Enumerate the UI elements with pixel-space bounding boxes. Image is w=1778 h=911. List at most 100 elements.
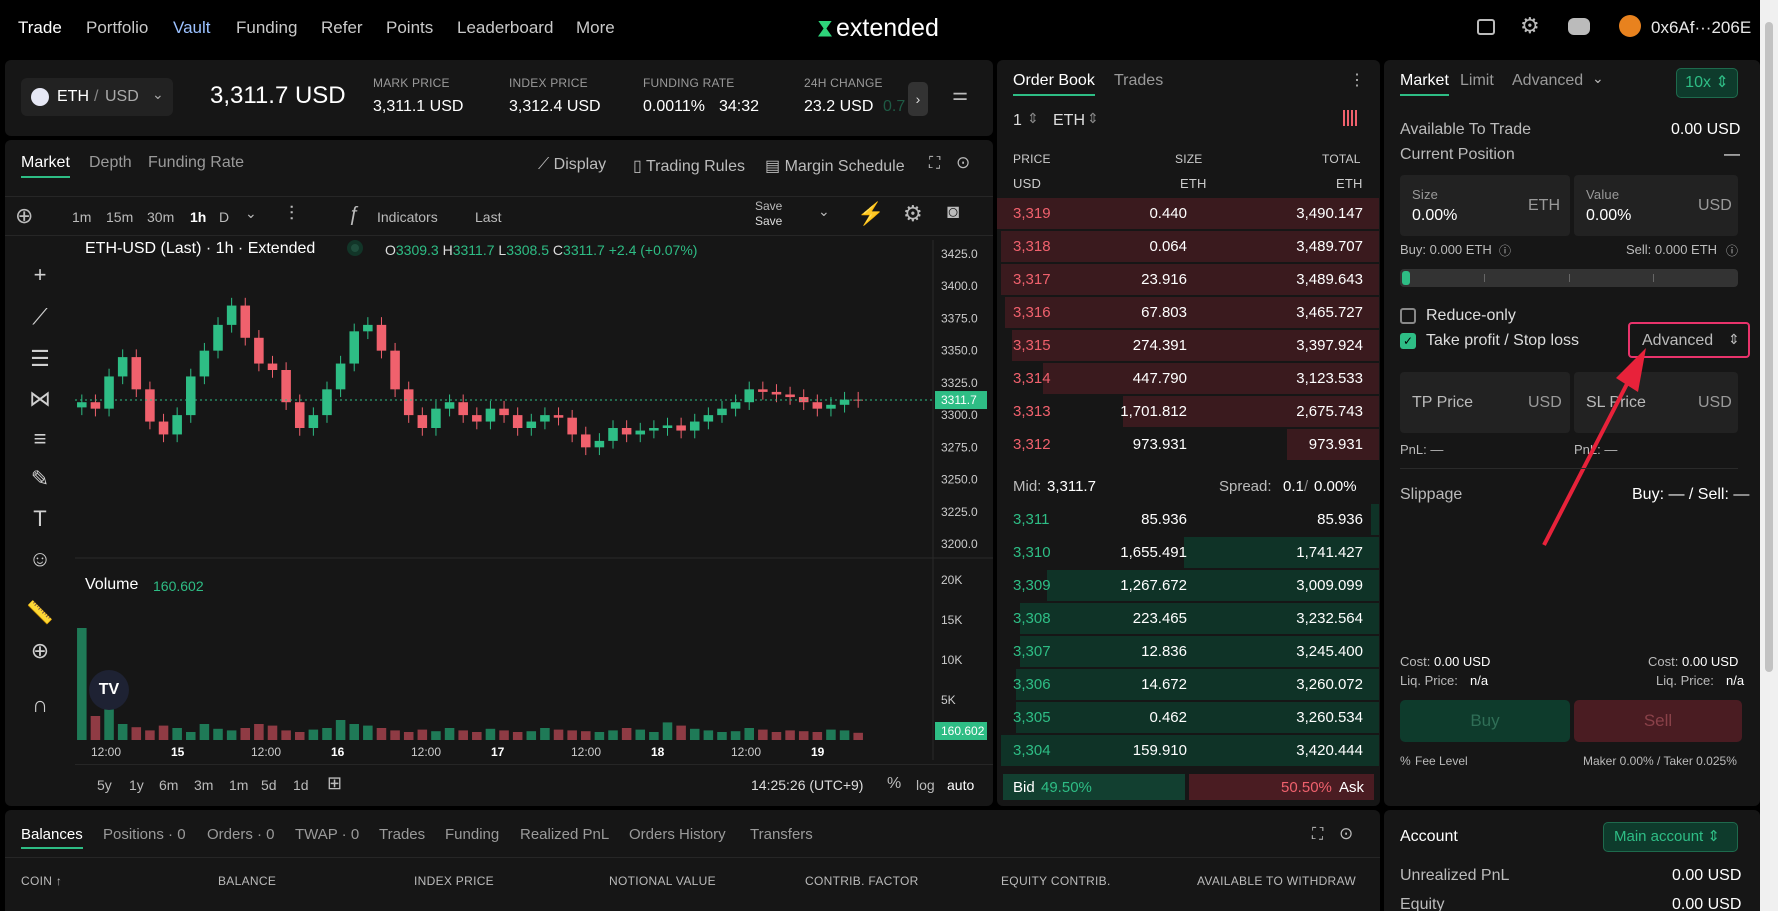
brand-logo[interactable]: extended (818, 14, 939, 43)
info-icon[interactable]: ⓘ (1499, 244, 1512, 258)
trendline-icon[interactable]: ⟋ (32, 304, 48, 329)
brush-icon[interactable]: ✎ (30, 466, 50, 491)
sl-price-input[interactable]: SL Price USD (1574, 372, 1738, 433)
chevron-down-icon[interactable]: ⌄ (818, 203, 830, 219)
bid-row[interactable]: 3,308 223.465 3,232.564 (997, 602, 1379, 635)
tab-positions[interactable]: Positions · 0 (103, 826, 186, 843)
percent-toggle[interactable]: % (887, 775, 902, 792)
indicators-button[interactable]: Indicators (377, 209, 438, 225)
nav-funding[interactable]: Funding (236, 18, 298, 37)
arrow-right-circle-icon[interactable]: ⊙ (956, 153, 971, 172)
slippage-value[interactable]: Buy: — / Sell: — (1632, 486, 1750, 503)
bid-row[interactable]: 3,307 12.836 3,245.400 (997, 635, 1379, 668)
bid-row[interactable]: 3,310 1,655.491 1,741.427 (997, 536, 1379, 569)
price-chart[interactable]: 3425.0 3400.0 3375.0 3350.0 3325.0 3300.0 3275… (75, 240, 993, 760)
size-input[interactable]: Size 0.00% ETH (1400, 175, 1570, 236)
candles-icon[interactable]: ⫶ (289, 203, 294, 225)
tab-order-limit[interactable]: Limit (1460, 72, 1494, 89)
price-source-button[interactable]: Last (475, 209, 502, 225)
tradingview-logo-icon[interactable]: TV (89, 670, 129, 710)
range-5d[interactable]: 5d (261, 777, 277, 793)
ask-row[interactable]: 3,312 973.931 973.931 (997, 428, 1379, 461)
fib-icon[interactable]: ≡ (33, 426, 47, 451)
magnet-icon[interactable]: ∩ (32, 692, 48, 717)
nav-refer[interactable]: Refer (321, 18, 363, 37)
col-coin[interactable]: COIN ↑ (21, 874, 63, 888)
book-layout-icon[interactable] (1343, 110, 1359, 126)
fee-level-link[interactable]: Fee Level (1415, 754, 1468, 768)
page-scrollbar[interactable] (1760, 0, 1778, 911)
tab-depth[interactable]: Depth (89, 154, 132, 171)
bid-row[interactable]: 3,309 1,267.672 3,009.099 (997, 569, 1379, 602)
ask-row[interactable]: 3,316 67.803 3,465.727 (997, 296, 1379, 329)
scrollbar-thumb[interactable] (1765, 22, 1773, 672)
ask-row[interactable]: 3,314 447.790 3,123.533 (997, 362, 1379, 395)
interval-30m[interactable]: 30m (147, 209, 175, 225)
margin-schedule-button[interactable]: ▤ Margin Schedule (765, 158, 905, 175)
trading-rules-button[interactable]: ▯ Trading Rules (633, 158, 745, 175)
expand-icon[interactable]: ⛶ (1312, 826, 1324, 843)
bid-row[interactable]: 3,304 159.910 3,420.444 (997, 734, 1379, 767)
range-1y[interactable]: 1y (129, 777, 144, 793)
more-vertical-icon[interactable]: ⋮ (1349, 72, 1365, 89)
interval-1m[interactable]: 1m (72, 209, 92, 225)
tab-trades[interactable]: Trades (1114, 72, 1164, 89)
discord-icon[interactable] (1568, 18, 1590, 35)
tab-transfers[interactable]: Transfers (750, 826, 813, 843)
zoom-in-icon[interactable]: ⊕ (30, 638, 50, 663)
alert-icon[interactable]: ⚡ (857, 201, 885, 226)
text-tool-icon[interactable]: T (33, 506, 47, 531)
tpsl-checkbox[interactable]: ✓ (1400, 333, 1416, 349)
sell-button[interactable]: Sell (1574, 700, 1742, 742)
range-5y[interactable]: 5y (97, 777, 112, 793)
tab-order-advanced[interactable]: Advanced (1512, 72, 1584, 89)
range-1d[interactable]: 1d (293, 777, 309, 793)
sliders-icon[interactable]: ⚌ (952, 84, 969, 104)
save-sub-label[interactable]: Save (755, 214, 783, 228)
tab-twap[interactable]: TWAP · 0 (295, 826, 360, 843)
chart-clock[interactable]: 14:25:26 (UTC+9) (751, 777, 864, 793)
buy-button[interactable]: Buy (1400, 700, 1570, 742)
tab-trades-history[interactable]: Trades (379, 826, 426, 843)
tab-balances[interactable]: Balances (21, 826, 83, 849)
tp-price-input[interactable]: TP Price USD (1400, 372, 1570, 433)
nav-trade[interactable]: Trade (18, 18, 62, 37)
info-icon[interactable]: ⓘ (1726, 244, 1739, 258)
fx-icon[interactable]: ƒ (348, 203, 360, 225)
tab-realized-pnl[interactable]: Realized PnL (520, 826, 610, 843)
ask-row[interactable]: 3,318 0.064 3,489.707 (997, 230, 1379, 263)
tpsl-advanced-select[interactable]: Advanced ⇕ (1628, 322, 1750, 358)
gear-icon[interactable]: ⚙ (1520, 13, 1540, 38)
range-1m[interactable]: 1m (229, 777, 249, 793)
price-step[interactable]: 1 (1013, 112, 1022, 129)
pattern-icon[interactable]: ⋈ (29, 386, 51, 411)
market-selector[interactable]: ETH / USD ⌄ (21, 78, 173, 116)
range-3m[interactable]: 3m (194, 777, 214, 793)
interval-15m[interactable]: 15m (106, 209, 134, 225)
nav-portfolio[interactable]: Portfolio (86, 18, 149, 37)
size-unit[interactable]: ETH (1053, 112, 1085, 129)
auto-toggle[interactable]: auto (947, 777, 975, 793)
reduce-only-checkbox[interactable] (1400, 308, 1416, 324)
log-toggle[interactable]: log (916, 777, 935, 793)
chevron-down-icon[interactable]: ⌄ (1592, 70, 1604, 86)
range-6m[interactable]: 6m (159, 777, 179, 793)
add-symbol-icon[interactable]: ⊕ (15, 203, 34, 228)
camera-icon[interactable]: ◙ (947, 201, 960, 223)
display-button[interactable]: ⟋ Display (538, 156, 607, 173)
tab-orders[interactable]: Orders · 0 (207, 826, 275, 843)
bid-row[interactable]: 3,311 85.936 85.936 (997, 503, 1379, 536)
bid-row[interactable]: 3,305 0.462 3,260.534 (997, 701, 1379, 734)
size-slider[interactable] (1400, 269, 1738, 287)
bid-row[interactable]: 3,306 14.672 3,260.072 (997, 668, 1379, 701)
ruler-icon[interactable]: 📏 (26, 600, 54, 625)
download-icon[interactable]: ⊙ (1339, 824, 1354, 843)
nav-points[interactable]: Points (386, 18, 434, 37)
value-input[interactable]: Value 0.00% USD (1574, 175, 1738, 236)
tab-order-book[interactable]: Order Book (1013, 72, 1095, 96)
leverage-button[interactable]: 10x ⇕ (1676, 68, 1738, 98)
tab-funding-history[interactable]: Funding (445, 826, 500, 843)
ask-row[interactable]: 3,315 274.391 3,397.924 (997, 329, 1379, 362)
interval-1h[interactable]: 1h (190, 209, 207, 225)
calendar-range-icon[interactable]: ⊞ (327, 773, 343, 793)
